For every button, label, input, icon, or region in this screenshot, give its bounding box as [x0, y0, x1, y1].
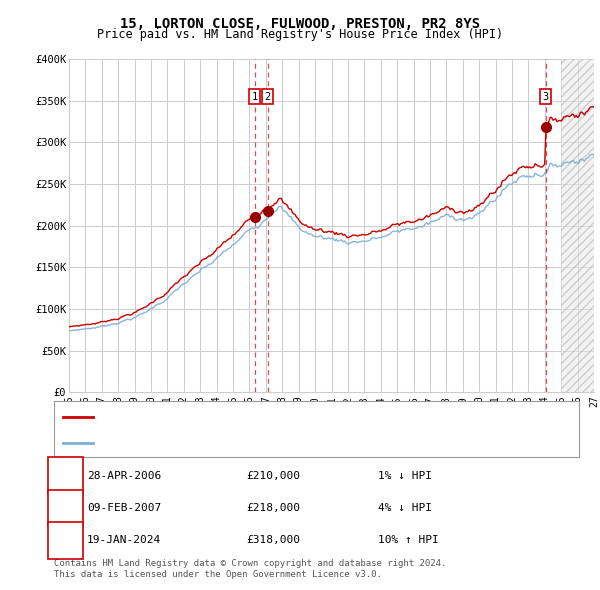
Text: 15, LORTON CLOSE, FULWOOD, PRESTON, PR2 8YS: 15, LORTON CLOSE, FULWOOD, PRESTON, PR2 … — [120, 17, 480, 31]
Text: 15, LORTON CLOSE, FULWOOD, PRESTON, PR2 8YS (detached house): 15, LORTON CLOSE, FULWOOD, PRESTON, PR2 … — [99, 412, 474, 422]
Text: £318,000: £318,000 — [246, 536, 300, 545]
Text: 1: 1 — [251, 91, 258, 101]
Text: 10% ↑ HPI: 10% ↑ HPI — [378, 536, 439, 545]
Text: HPI: Average price, detached house, Preston: HPI: Average price, detached house, Pres… — [99, 438, 368, 448]
Text: This data is licensed under the Open Government Licence v3.0.: This data is licensed under the Open Gov… — [54, 571, 382, 579]
Text: £218,000: £218,000 — [246, 503, 300, 513]
Text: Price paid vs. HM Land Registry's House Price Index (HPI): Price paid vs. HM Land Registry's House … — [97, 28, 503, 41]
Text: 3: 3 — [62, 536, 69, 545]
Text: 3: 3 — [542, 91, 549, 101]
Text: 2: 2 — [62, 503, 69, 513]
Text: £210,000: £210,000 — [246, 471, 300, 480]
Text: 19-JAN-2024: 19-JAN-2024 — [87, 536, 161, 545]
Text: 09-FEB-2007: 09-FEB-2007 — [87, 503, 161, 513]
Text: 1% ↓ HPI: 1% ↓ HPI — [378, 471, 432, 480]
Bar — [561, 59, 594, 392]
Text: 1: 1 — [62, 471, 69, 480]
Text: 28-APR-2006: 28-APR-2006 — [87, 471, 161, 480]
Text: 2: 2 — [265, 91, 271, 101]
Text: 4% ↓ HPI: 4% ↓ HPI — [378, 503, 432, 513]
Text: Contains HM Land Registry data © Crown copyright and database right 2024.: Contains HM Land Registry data © Crown c… — [54, 559, 446, 568]
